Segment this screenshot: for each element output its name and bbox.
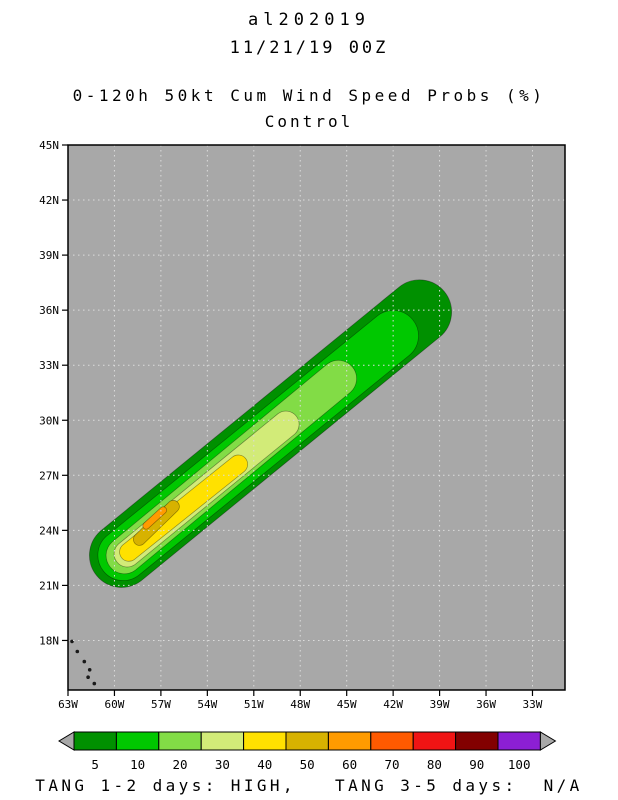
lat-tick-label: 36N [39, 304, 59, 317]
lat-tick-label: 45N [39, 139, 59, 152]
prob-contour-50 [133, 500, 180, 546]
lon-tick-label: 45W [337, 698, 357, 711]
lat-tick-label: 21N [39, 579, 59, 592]
colorbar-label-50: 50 [300, 757, 315, 772]
lon-tick-label: 54W [197, 698, 217, 711]
island-dot [86, 675, 90, 679]
lat-tick-label: 18N [39, 634, 59, 647]
map-frame [67, 144, 566, 691]
colorbar-cell-100 [497, 731, 541, 751]
colorbar-label-30: 30 [215, 757, 230, 772]
lon-tick-label: 39W [430, 698, 450, 711]
lon-tick-label: 33W [523, 698, 543, 711]
colorbar-cell-10 [115, 731, 160, 751]
island-dot [75, 649, 80, 654]
colorbar-cell-50 [285, 731, 329, 751]
colorbar-cell-70 [370, 731, 414, 751]
lon-tick-label: 63W [58, 698, 78, 711]
island-dot [87, 668, 92, 672]
colorbar-cell-90 [455, 731, 499, 751]
colorbar-label-20: 20 [172, 757, 187, 772]
colorbar-label-80: 80 [427, 757, 442, 772]
product-title: 0-120h 50kt Cum Wind Speed Probs (%) [72, 86, 546, 105]
colorbar-cell-20 [158, 731, 202, 751]
colorbar-label-100: 100 [508, 757, 531, 772]
island-dot [70, 639, 74, 644]
model-name-title: Control [264, 112, 354, 131]
lat-tick-label: 42N [39, 194, 59, 207]
lat-tick-label: 30N [39, 414, 59, 427]
lat-tick-label: 39N [39, 249, 59, 262]
colorbar-cell-80 [412, 731, 457, 751]
colorbar-right-arrow-icon [539, 731, 557, 751]
colorbar-label-60: 60 [342, 757, 357, 772]
probability-map: 45N 42N 39N 36N 33N 30N 27N 24N 21N 18N 63W 60W 57W 5… [39, 139, 566, 711]
colorbar-cell-30 [200, 731, 245, 751]
colorbar-label-5: 5 [91, 757, 99, 772]
lon-tick-label: 57W [151, 698, 171, 711]
colorbar-left-arrow-icon [58, 731, 75, 751]
colorbar: 5 10 20 30 40 50 60 70 80 90 100 [58, 731, 557, 772]
colorbar-label-40: 40 [257, 757, 272, 772]
prob-contour-60 [142, 506, 167, 530]
storm-id-title: al202019 [248, 10, 370, 30]
lon-tick-label: 60W [105, 698, 125, 711]
lon-tick-label: 36W [476, 698, 496, 711]
lon-tick-label: 42W [383, 698, 403, 711]
island-dot [82, 659, 87, 664]
island-dot [92, 681, 97, 686]
colorbar-cell-5 [73, 731, 117, 751]
lat-tick-label: 33N [39, 359, 59, 372]
lon-tick-label: 48W [290, 698, 310, 711]
colorbar-label-10: 10 [130, 757, 145, 772]
tang-assessment-text: TANG 1-2 days: HIGH, TANG 3-5 days: N/A [35, 776, 583, 795]
lat-tick-label: 27N [39, 469, 59, 482]
colorbar-cell-40 [243, 731, 287, 751]
colorbar-cell-60 [327, 731, 372, 751]
colorbar-label-90: 90 [469, 757, 484, 772]
datetime-title: 11/21/19 00Z [229, 38, 389, 58]
lat-tick-label: 24N [39, 524, 59, 537]
colorbar-label-70: 70 [384, 757, 399, 772]
lon-tick-label: 51W [244, 698, 264, 711]
